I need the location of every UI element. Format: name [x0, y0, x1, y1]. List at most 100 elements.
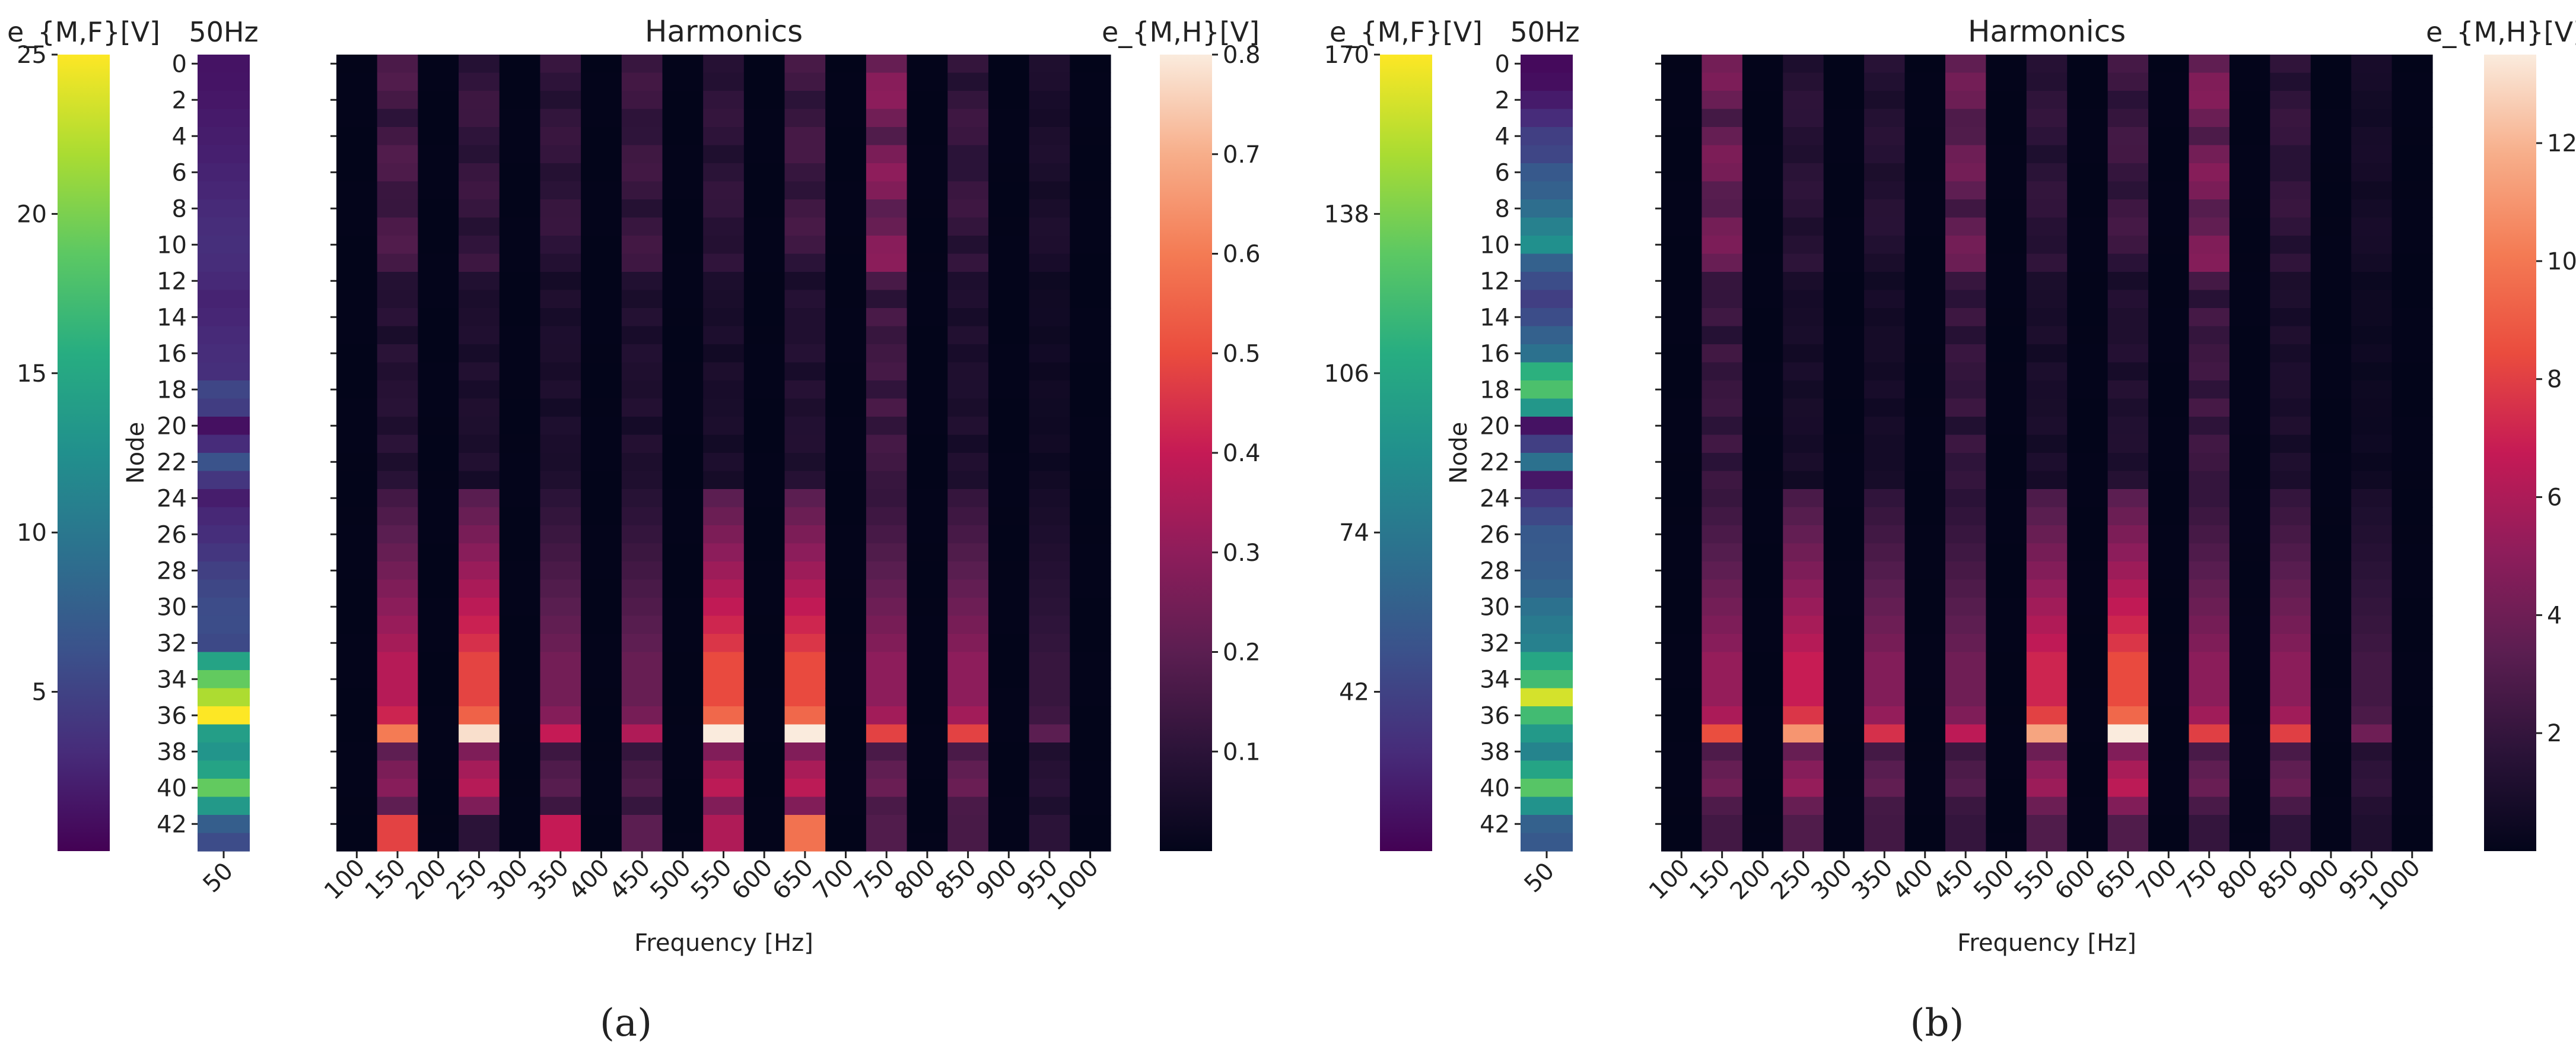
harmonic-cell — [1823, 55, 1865, 74]
frequency-tick-label: 900 — [971, 854, 1023, 906]
harmonic-cell — [784, 706, 826, 725]
harmonic-cell — [2026, 398, 2068, 417]
harmonic-cell — [1029, 417, 1070, 436]
fundamental-cell — [1521, 272, 1573, 291]
harmonic-cell — [540, 598, 581, 617]
harmonic-cell — [825, 91, 867, 110]
harmonic-cell — [1783, 91, 1824, 110]
node-tick-label: 38 — [1480, 738, 1510, 766]
harmonic-cell — [540, 634, 581, 653]
harmonic-cell — [947, 688, 989, 707]
harmonic-cell — [1661, 362, 1703, 381]
harmonic-cell — [662, 561, 704, 580]
harmonic-cell — [866, 797, 908, 816]
harmonic-cell — [621, 543, 663, 562]
harmonic-cell — [2310, 779, 2352, 798]
harmonic-cell — [499, 326, 541, 345]
fundamental-cell — [198, 380, 250, 399]
harmonic-cell — [1702, 127, 1743, 146]
harmonic-cell — [540, 507, 581, 526]
harmonic-cell — [1029, 434, 1070, 453]
harmonic-cell — [1823, 326, 1865, 345]
harmonic-cell — [825, 253, 867, 272]
fundamental-cell — [198, 742, 250, 761]
fundamental-cell — [1521, 344, 1573, 363]
harmonic-cell — [1661, 272, 1703, 291]
harmonic-cell — [2189, 199, 2230, 218]
harmonic-cell — [581, 634, 622, 653]
harmonic-cell — [1904, 543, 1946, 562]
harmonic-cell — [1742, 634, 1783, 653]
harmonic-cell — [1070, 543, 1111, 562]
harmonic-cell — [2229, 453, 2270, 472]
harmonic-cell — [1702, 507, 1743, 526]
harmonic-cell — [1070, 181, 1111, 200]
harmonic-cell — [1904, 507, 1946, 526]
harmonic-cell — [1783, 199, 1824, 218]
harmonic-cell — [743, 507, 785, 526]
harmonic-cell — [2067, 453, 2108, 472]
harmonic-cell — [947, 127, 989, 146]
harmonic-cell — [703, 507, 745, 526]
harmonic-cell — [2310, 815, 2352, 834]
harmonic-cell — [336, 561, 378, 580]
harmonic-cell — [1702, 326, 1743, 345]
harmonic-cell — [1029, 199, 1070, 218]
harmonic-cell — [1864, 362, 1906, 381]
harmonic-cell — [2310, 362, 2352, 381]
harmonic-cell — [743, 290, 785, 309]
harmonic-cell — [1070, 670, 1111, 689]
harmonic-cell — [2107, 272, 2149, 291]
harmonic-cell — [1823, 181, 1865, 200]
harmonic-cell — [1864, 253, 1906, 272]
harmonic-cell — [866, 742, 908, 761]
harmonic-cell — [459, 109, 500, 128]
harmonic-cell — [2148, 145, 2190, 164]
harmonic-cell — [459, 72, 500, 91]
harmonic-cell — [1864, 181, 1906, 200]
harmonic-cell — [499, 145, 541, 164]
harmonic-cell — [459, 344, 500, 363]
node-tick-label: 6 — [172, 159, 187, 186]
harmonic-cell — [2310, 652, 2352, 671]
harmonic-cell — [621, 236, 663, 255]
harmonic-cell — [2026, 380, 2068, 399]
harmonic-cell — [581, 543, 622, 562]
fundamental-colorbar-tick: 106 — [1324, 360, 1369, 388]
harmonic-cell — [1904, 163, 1946, 182]
harmonic-cell — [1823, 417, 1865, 436]
harmonic-cell — [581, 55, 622, 74]
harmonic-cell — [988, 109, 1030, 128]
harmonic-cell — [907, 290, 948, 309]
harmonic-cell — [2148, 55, 2190, 74]
fundamental-cell — [198, 434, 250, 453]
harmonic-cell — [988, 326, 1030, 345]
harmonic-cell — [1904, 724, 1946, 743]
harmonic-cell — [2067, 579, 2108, 598]
node-tick-label: 14 — [157, 304, 187, 331]
harmonic-cell — [988, 199, 1030, 218]
harmonic-cell — [418, 760, 459, 779]
harmonic-cell — [2351, 453, 2393, 472]
harmonic-cell — [2067, 561, 2108, 580]
harmonic-cell — [1783, 326, 1824, 345]
harmonic-cell — [1702, 652, 1743, 671]
harmonic-cell — [1661, 579, 1703, 598]
harmonic-cell — [377, 199, 418, 218]
harmonic-cell — [2107, 742, 2149, 761]
harmonic-cell — [1823, 724, 1865, 743]
harmonic-cell — [459, 434, 500, 453]
harmonic-cell — [2270, 236, 2311, 255]
harmonic-cell — [743, 236, 785, 255]
harmonic-cell — [2148, 543, 2190, 562]
frequency-tick-labels-b: 1001502002503003504004505005506006507007… — [1644, 851, 2426, 916]
harmonic-cell — [703, 724, 745, 743]
harmonic-cell — [418, 525, 459, 544]
frequency-tick-label: 400 — [1887, 854, 1939, 906]
harmonic-cell — [2067, 670, 2108, 689]
harmonic-cell — [581, 145, 622, 164]
harmonic-cell — [2067, 471, 2108, 490]
harmonic-cell — [662, 525, 704, 544]
harmonic-cell — [418, 453, 459, 472]
